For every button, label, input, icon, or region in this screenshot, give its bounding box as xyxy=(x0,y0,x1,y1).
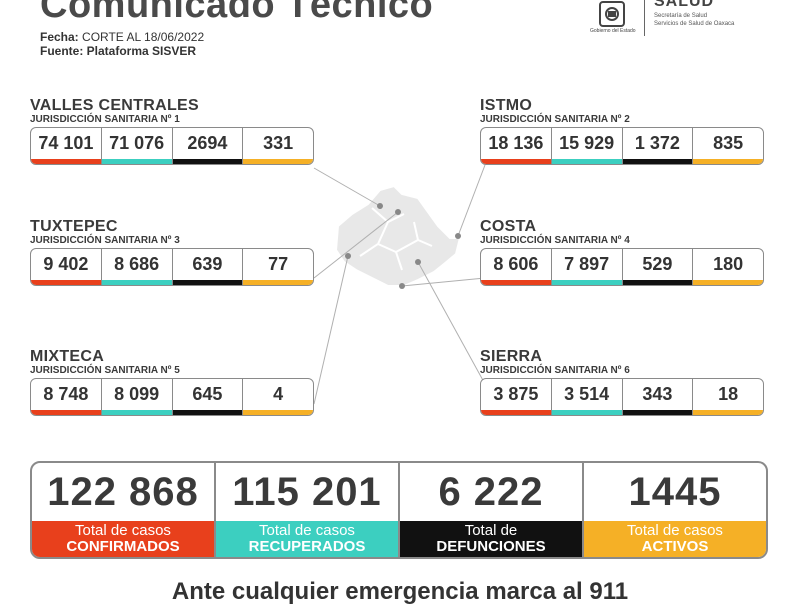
total-active-label: Total de casos ACTIVOS xyxy=(584,521,766,557)
deaths-count: 1 372 xyxy=(622,128,694,164)
region-name: VALLES CENTRALES xyxy=(30,97,199,114)
region-stats: 18 136 15 929 1 372 835 xyxy=(480,127,764,165)
region-stats: 8 748 8 099 645 4 xyxy=(30,378,314,416)
map-inner-lines xyxy=(359,207,433,271)
total-recovered-label: Total de casos RECUPERADOS xyxy=(216,521,398,557)
label-line1: Total de casos xyxy=(627,522,723,539)
active-count: 331 xyxy=(243,128,313,164)
total-confirmed-label: Total de casos CONFIRMADOS xyxy=(32,521,214,557)
total-active-value: 1445 xyxy=(628,469,722,514)
total-confirmed: 122 868 Total de casos CONFIRMADOS xyxy=(32,463,216,557)
recovered-count: 71 076 xyxy=(101,128,173,164)
confirmed-count: 3 875 xyxy=(481,379,552,415)
deaths-count: 639 xyxy=(172,249,244,285)
region-jurisdiction: JURISDICCIÓN SANITARIA Nº 6 xyxy=(480,365,630,376)
total-recovered-value: 115 201 xyxy=(232,469,382,514)
label-line2: CONFIRMADOS xyxy=(66,538,180,555)
recovered-count: 8 099 xyxy=(101,379,173,415)
label-line1: Total de casos xyxy=(75,522,171,539)
map-dots xyxy=(345,203,461,289)
deaths-count: 343 xyxy=(622,379,694,415)
logo-area: Gobierno del Estado SALUD Secretaría de … xyxy=(590,0,770,44)
confirmed-count: 8 748 xyxy=(31,379,102,415)
region-stats: 3 875 3 514 343 18 xyxy=(480,378,764,416)
active-count: 180 xyxy=(693,249,763,285)
logo-salud-text: SALUD xyxy=(654,0,715,10)
logo-divider xyxy=(644,0,645,36)
deaths-count: 645 xyxy=(172,379,244,415)
confirmed-count: 8 606 xyxy=(481,249,552,285)
total-active: 1445 Total de casos ACTIVOS xyxy=(584,463,766,557)
label-line2: DEFUNCIONES xyxy=(436,538,546,555)
confirmed-count: 18 136 xyxy=(481,128,552,164)
recovered-count: 3 514 xyxy=(551,379,623,415)
total-confirmed-value: 122 868 xyxy=(47,469,199,514)
active-count: 835 xyxy=(693,128,763,164)
region-stats: 8 606 7 897 529 180 xyxy=(480,248,764,286)
recovered-count: 15 929 xyxy=(551,128,623,164)
totals-panel: 122 868 Total de casos CONFIRMADOS 115 2… xyxy=(30,461,768,559)
report-date: Fecha: CORTE AL 18/06/2022 xyxy=(40,30,204,44)
logo-sub1-text: Secretaría de Salud xyxy=(654,13,708,19)
confirmed-count: 74 101 xyxy=(31,128,102,164)
connector-lines xyxy=(313,164,486,405)
deaths-count: 2694 xyxy=(172,128,244,164)
region-tuxtepec: TUXTEPEC JURISDICCIÓN SANITARIA Nº 3 9 4… xyxy=(30,219,314,286)
report-source: Fuente: Plataforma SISVER xyxy=(40,44,197,58)
region-jurisdiction: JURISDICCIÓN SANITARIA Nº 4 xyxy=(480,235,630,246)
region-jurisdiction: JURISDICCIÓN SANITARIA Nº 1 xyxy=(30,114,180,125)
logo-gob-text: Gobierno del Estado xyxy=(590,28,636,34)
recovered-count: 7 897 xyxy=(551,249,623,285)
region-jurisdiction: JURISDICCIÓN SANITARIA Nº 5 xyxy=(30,365,180,376)
region-sierra: SIERRA JURISDICCIÓN SANITARIA Nº 6 3 875… xyxy=(480,349,764,416)
region-mixteca: MIXTECA JURISDICCIÓN SANITARIA Nº 5 8 74… xyxy=(30,349,314,416)
region-stats: 74 101 71 076 2694 331 xyxy=(30,127,314,165)
active-count: 4 xyxy=(243,379,313,415)
total-deaths: 6 222 Total de DEFUNCIONES xyxy=(400,463,584,557)
label-line2: RECUPERADOS xyxy=(248,538,366,555)
confirmed-count: 9 402 xyxy=(31,249,102,285)
total-deaths-label: Total de DEFUNCIONES xyxy=(400,521,582,557)
total-deaths-value: 6 222 xyxy=(438,469,544,514)
region-stats: 9 402 8 686 639 77 xyxy=(30,248,314,286)
region-name: ISTMO xyxy=(480,97,533,114)
region-costa: COSTA JURISDICCIÓN SANITARIA Nº 4 8 606 … xyxy=(480,219,764,286)
deaths-count: 529 xyxy=(622,249,694,285)
emergency-message: Ante cualquier emergencia marca al 911 xyxy=(171,578,629,605)
date-label: Fecha: xyxy=(40,30,79,44)
region-name: COSTA xyxy=(480,218,537,235)
date-value: CORTE AL 18/06/2022 xyxy=(82,30,205,44)
label-line1: Total de xyxy=(464,522,518,539)
state-seal-icon xyxy=(599,1,625,27)
page-title: Comunicado Técnico xyxy=(40,0,434,26)
region-valles-centrales: VALLES CENTRALES JURISDICCIÓN SANITARIA … xyxy=(30,98,314,165)
active-count: 77 xyxy=(243,249,313,285)
region-jurisdiction: JURISDICCIÓN SANITARIA Nº 2 xyxy=(480,114,630,125)
label-line2: ACTIVOS xyxy=(641,538,709,555)
logo-sub2-text: Servicios de Salud de Oaxaca xyxy=(654,21,735,27)
recovered-count: 8 686 xyxy=(101,249,173,285)
region-jurisdiction: JURISDICCIÓN SANITARIA Nº 3 xyxy=(30,235,180,246)
map-shape xyxy=(334,184,462,287)
active-count: 18 xyxy=(693,379,763,415)
label-line1: Total de casos xyxy=(259,522,355,539)
region-name: TUXTEPEC xyxy=(30,218,118,235)
region-istmo: ISTMO JURISDICCIÓN SANITARIA Nº 2 18 136… xyxy=(480,98,764,165)
total-recovered: 115 201 Total de casos RECUPERADOS xyxy=(216,463,400,557)
region-name: SIERRA xyxy=(480,348,543,365)
region-name: MIXTECA xyxy=(30,348,105,365)
